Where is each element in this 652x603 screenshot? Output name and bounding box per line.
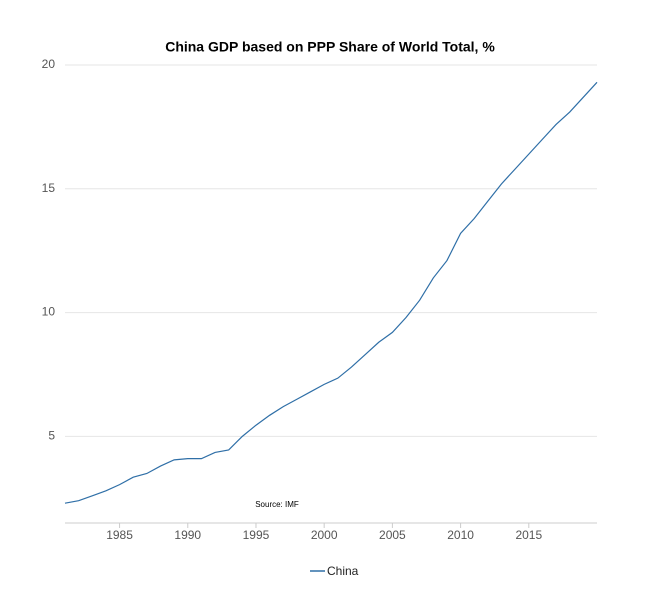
y-tick-label: 5: [48, 429, 55, 443]
y-tick-label: 10: [42, 305, 56, 319]
annotation: Source: IMF: [255, 500, 299, 509]
x-tick-label: 2000: [311, 528, 338, 542]
x-tick-label: 1990: [174, 528, 201, 542]
legend-label: China: [327, 564, 359, 578]
x-tick-label: 2015: [515, 528, 542, 542]
y-tick-label: 15: [42, 181, 56, 195]
y-tick-label: 20: [42, 57, 56, 71]
chart-title: China GDP based on PPP Share of World To…: [165, 39, 495, 55]
x-tick-label: 1995: [243, 528, 270, 542]
x-tick-label: 2005: [379, 528, 406, 542]
x-tick-label: 2010: [447, 528, 474, 542]
line: [64, 81, 598, 504]
x-tick-label: 1985: [106, 528, 133, 542]
